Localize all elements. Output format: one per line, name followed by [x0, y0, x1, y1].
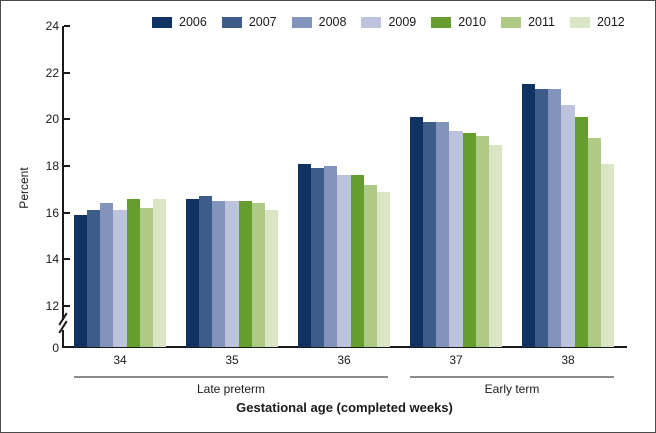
bar-2008-week34 — [100, 203, 114, 347]
y-tick-label-22: 22 — [45, 65, 59, 80]
x-category-label-34: 34 — [113, 353, 127, 367]
y-tick-label-12: 12 — [45, 299, 59, 313]
legend-item-2008: 2008 — [291, 15, 347, 29]
bar-2009-week34 — [113, 210, 127, 347]
bar-2010-week37 — [462, 133, 476, 347]
x-axis-line — [62, 346, 627, 348]
y-tick-label-0: 0 — [52, 341, 59, 355]
bar-2011-week36 — [363, 184, 377, 347]
y-tick-20 — [64, 118, 70, 121]
bar-2007-week38 — [535, 89, 549, 347]
y-tick-label-14: 14 — [45, 252, 59, 267]
bar-2010-week34 — [126, 198, 140, 347]
legend-swatch-icon — [152, 16, 172, 28]
legend-item-2012: 2012 — [569, 15, 625, 29]
bar-2006-week38 — [522, 84, 536, 347]
legend-label: 2009 — [388, 15, 417, 29]
bar-2009-week37 — [449, 131, 463, 347]
y-tick-16 — [64, 211, 70, 214]
legend-swatch-icon — [569, 16, 590, 28]
legend-swatch-icon — [361, 16, 382, 28]
bar-2006-week35 — [186, 198, 200, 347]
legend-item-2007: 2007 — [221, 15, 277, 29]
y-tick-label-18: 18 — [45, 159, 59, 173]
legend-label: 2006 — [179, 15, 207, 29]
legend-item-2006: 2006 — [152, 15, 207, 29]
legend-swatch-icon — [501, 16, 522, 28]
bar-2008-week37 — [436, 121, 450, 347]
y-tick-22 — [64, 71, 70, 74]
group-label-early-term: Early term — [484, 382, 540, 396]
bar-2011-week38 — [587, 138, 601, 347]
legend-swatch-icon — [221, 16, 242, 28]
x-category-label-35: 35 — [225, 353, 239, 367]
y-tick-12 — [64, 305, 70, 307]
bar-2009-week36 — [337, 175, 351, 347]
bar-2006-week34 — [74, 215, 88, 347]
legend-item-2010: 2010 — [431, 15, 486, 29]
legend-item-2009: 2009 — [361, 15, 416, 29]
y-tick-label-16: 16 — [45, 205, 59, 220]
bar-2011-week35 — [251, 203, 265, 347]
group-line-early-term — [410, 376, 614, 378]
legend-label: 2011 — [528, 15, 555, 29]
bar-2010-week36 — [350, 175, 364, 347]
bar-2006-week36 — [298, 163, 312, 347]
y-tick-24 — [64, 25, 70, 27]
y-axis-line-upper — [62, 26, 64, 320]
legend-label: 2010 — [458, 15, 487, 29]
bar-2006-week37 — [410, 117, 424, 347]
y-axis-line-lower — [62, 330, 64, 348]
bar-2012-week38 — [600, 163, 614, 347]
y-tick-14 — [64, 258, 70, 261]
group-label-late-preterm: Late preterm — [196, 382, 266, 396]
bar-2008-week36 — [324, 166, 338, 347]
bar-2011-week34 — [139, 208, 153, 347]
x-category-label-38: 38 — [561, 353, 575, 367]
legend-label: 2012 — [596, 15, 625, 29]
bar-2010-week38 — [574, 117, 588, 347]
bar-2008-week38 — [548, 89, 562, 347]
bar-2012-week34 — [152, 198, 166, 347]
y-tick-label-20: 20 — [45, 112, 59, 127]
bar-2012-week37 — [488, 145, 502, 347]
legend: 2006 2007 2008 2009 2010 2011 2012 — [152, 15, 625, 29]
y-tick-label-24: 24 — [45, 19, 59, 33]
bar-2011-week37 — [475, 135, 489, 347]
bar-2010-week35 — [238, 201, 252, 347]
legend-item-2011: 2011 — [501, 15, 555, 29]
bar-2007-week36 — [311, 168, 325, 347]
x-category-label-37: 37 — [449, 353, 463, 367]
legend-swatch-icon — [431, 16, 452, 28]
y-tick-18 — [64, 165, 70, 167]
legend-label: 2007 — [248, 15, 277, 29]
bar-2008-week35 — [212, 201, 226, 347]
bar-2007-week37 — [423, 121, 437, 347]
bar-2009-week38 — [561, 105, 575, 347]
group-line-late-preterm — [74, 376, 388, 378]
bar-2012-week36 — [376, 191, 390, 347]
bar-2012-week35 — [264, 210, 278, 347]
bar-2009-week35 — [225, 201, 239, 347]
x-axis-title: Gestational age (completed weeks) — [236, 400, 453, 415]
legend-label: 2008 — [318, 15, 347, 29]
bar-2007-week34 — [87, 210, 101, 347]
x-category-label-36: 36 — [337, 353, 351, 367]
legend-swatch-icon — [291, 16, 312, 28]
bar-2007-week35 — [199, 196, 213, 347]
